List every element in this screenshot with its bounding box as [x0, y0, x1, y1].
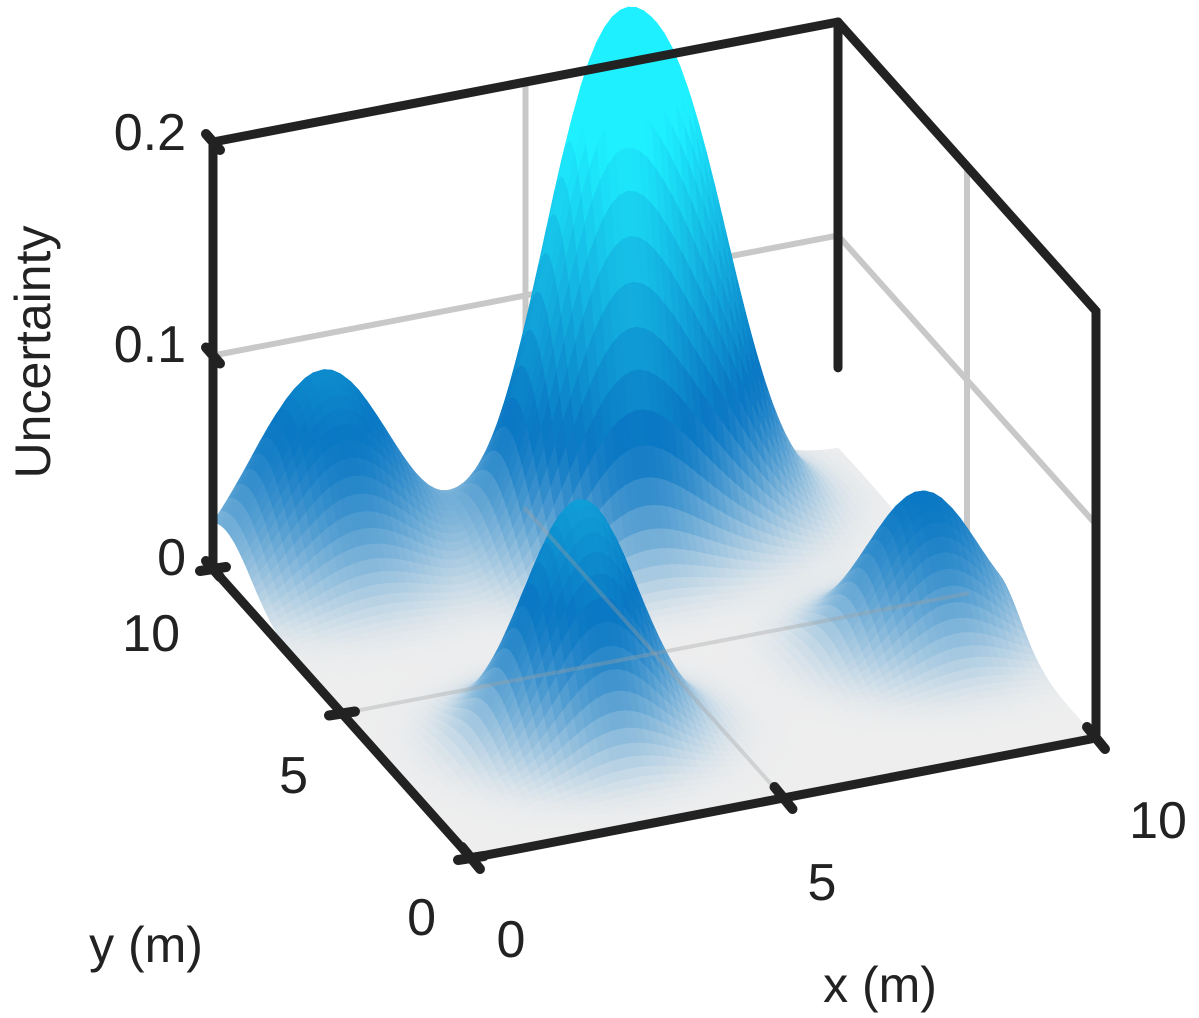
uncertainty-surface — [212, 6, 1097, 859]
